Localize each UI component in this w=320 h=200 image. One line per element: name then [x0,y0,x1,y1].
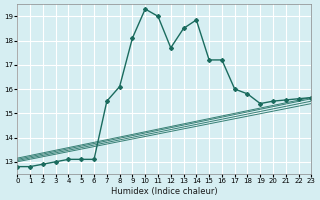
X-axis label: Humidex (Indice chaleur): Humidex (Indice chaleur) [111,187,218,196]
